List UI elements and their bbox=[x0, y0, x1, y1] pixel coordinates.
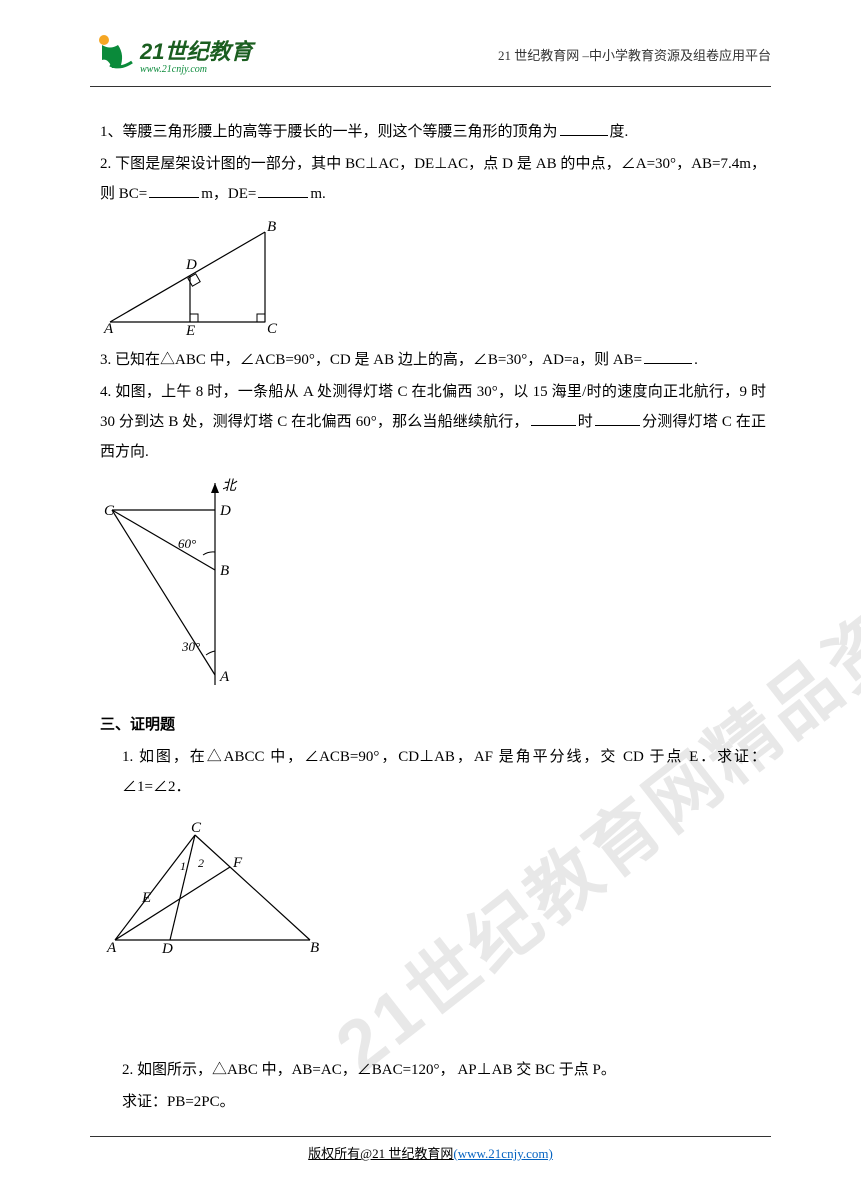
label-30: 30° bbox=[181, 639, 200, 654]
label-A: A bbox=[219, 669, 230, 685]
label-D: D bbox=[185, 257, 197, 273]
header-right-text: 21 世纪教育网 –中小学教育资源及组卷应用平台 bbox=[498, 45, 771, 64]
label-B: B bbox=[220, 563, 229, 579]
blank bbox=[644, 348, 692, 364]
logo: 21世纪教育 www.21cnjy.com bbox=[90, 30, 252, 78]
spacer bbox=[100, 965, 766, 1055]
diagram-3: A B C D E F 1 2 bbox=[100, 820, 325, 955]
blank bbox=[595, 410, 640, 426]
label-C: C bbox=[191, 820, 202, 836]
label-C: C bbox=[267, 321, 278, 335]
proof-2-line1: 2. 如图所示，△ABC 中，AB=AC，∠BAC=120°， AP⊥AB 交 … bbox=[100, 1055, 766, 1085]
page-footer: 版权所有@21 世纪教育网(www.21cnjy.com) bbox=[90, 1136, 771, 1162]
q2-suffix: m. bbox=[310, 186, 325, 202]
label-north: 北 bbox=[222, 478, 238, 494]
proof-2-line2: 求证：PB=2PC。 bbox=[100, 1087, 766, 1117]
q3-suffix: . bbox=[694, 352, 698, 368]
q1-text: 1、等腰三角形腰上的高等于腰长的一半，则这个等腰三角形的顶角为 bbox=[100, 124, 558, 140]
label-E: E bbox=[141, 890, 151, 906]
q2-mid: m，DE= bbox=[201, 186, 256, 202]
label-D: D bbox=[219, 503, 231, 519]
label-1: 1 bbox=[180, 859, 186, 873]
footer-link[interactable]: (www.21cnjy.com) bbox=[453, 1146, 552, 1161]
label-A: A bbox=[106, 940, 117, 955]
q4-mid: 时 bbox=[578, 414, 593, 430]
q3-text: 3. 已知在△ABC 中，∠ACB=90°，CD 是 AB 边上的高，∠B=30… bbox=[100, 352, 642, 368]
blank bbox=[258, 182, 308, 198]
blank bbox=[560, 120, 608, 136]
blank bbox=[531, 410, 576, 426]
main-content: 1、等腰三角形腰上的高等于腰长的一半，则这个等腰三角形的顶角为 度. 2. 下图是… bbox=[0, 87, 861, 1117]
label-A: A bbox=[103, 321, 114, 335]
label-B: B bbox=[267, 219, 276, 235]
logo-icon bbox=[90, 30, 140, 78]
label-C: C bbox=[104, 503, 115, 519]
blank bbox=[149, 182, 199, 198]
question-1: 1、等腰三角形腰上的高等于腰长的一半，则这个等腰三角形的顶角为 度. bbox=[100, 117, 766, 147]
diagram-1: A B C D E bbox=[100, 217, 300, 335]
question-3: 3. 已知在△ABC 中，∠ACB=90°，CD 是 AB 边上的高，∠B=30… bbox=[100, 345, 766, 375]
logo-cn-text: 21世纪教育 bbox=[140, 34, 252, 66]
footer-label: 版权所有@21 世纪教育网 bbox=[308, 1146, 453, 1161]
section-3-title: 三、证明题 bbox=[100, 710, 766, 740]
label-E: E bbox=[185, 323, 195, 335]
question-2: 2. 下图是屋架设计图的一部分，其中 BC⊥AC，DE⊥AC，点 D 是 AB … bbox=[100, 149, 766, 209]
label-2: 2 bbox=[198, 856, 204, 870]
label-D: D bbox=[161, 941, 173, 955]
diagram-2: 北 C D B A 60° 30° bbox=[100, 475, 270, 700]
proof-1: 1. 如图，在△ABCC 中，∠ACB=90°，CD⊥AB，AF 是角平分线，交… bbox=[100, 742, 766, 802]
q2-text: 2. 下图是屋架设计图的一部分，其中 BC⊥AC，DE⊥AC，点 D 是 AB … bbox=[100, 156, 766, 202]
label-F: F bbox=[232, 855, 243, 871]
label-B: B bbox=[310, 940, 319, 955]
q1-suffix: 度. bbox=[610, 124, 629, 140]
page-header: 21世纪教育 www.21cnjy.com 21 世纪教育网 –中小学教育资源及… bbox=[90, 0, 771, 87]
logo-text-block: 21世纪教育 www.21cnjy.com bbox=[140, 34, 252, 75]
question-4: 4. 如图，上午 8 时，一条船从 A 处测得灯塔 C 在北偏西 30°，以 1… bbox=[100, 377, 766, 467]
label-60: 60° bbox=[178, 536, 196, 551]
